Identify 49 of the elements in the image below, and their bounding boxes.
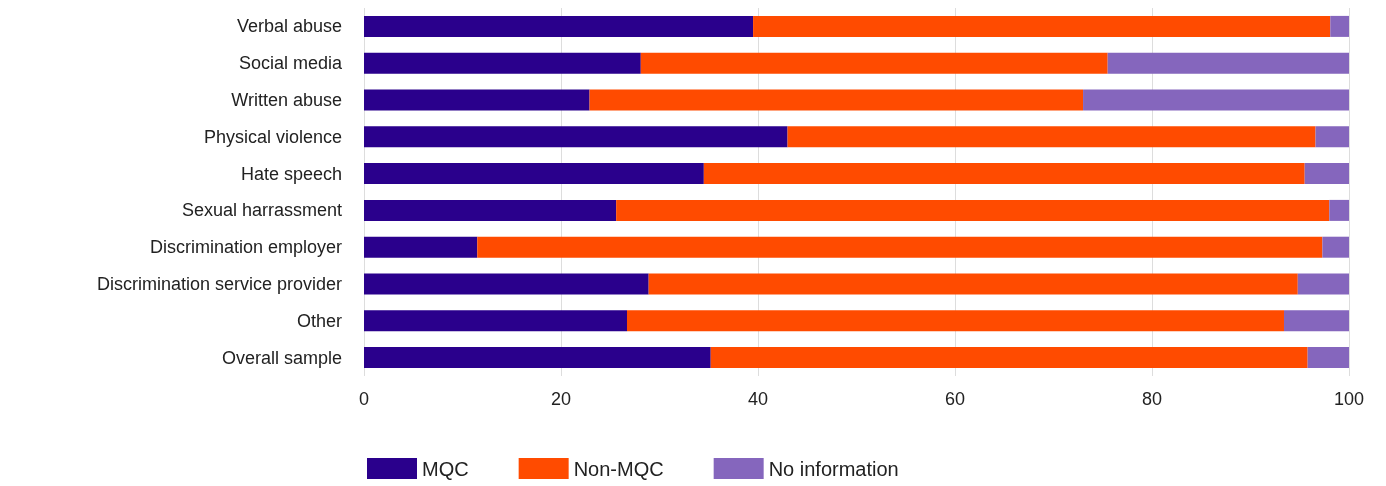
bar: [640, 52, 1108, 74]
bar: [1107, 52, 1349, 74]
y-tick-label: Verbal abuse: [236, 16, 342, 37]
legend-label: No information: [768, 457, 899, 480]
bar: [1083, 89, 1349, 111]
bar: [627, 310, 1284, 332]
legend-label: Non-MQC: [573, 457, 664, 480]
bar: [616, 199, 1330, 221]
bar: [364, 347, 711, 369]
bar: [477, 236, 1323, 258]
bar: [648, 273, 1298, 295]
x-tick-label: 60: [944, 389, 966, 409]
bar: [1329, 199, 1349, 221]
legend-label: MQC: [422, 457, 469, 480]
bar: [1297, 273, 1349, 295]
x-tick-label: 40: [747, 389, 769, 409]
bar: [364, 52, 641, 74]
y-tick-label: Social media: [238, 53, 343, 74]
y-tick-label: Other: [296, 310, 342, 331]
y-tick-label: Sexual harrassment: [181, 200, 342, 221]
x-tick-label: 100: [1333, 389, 1365, 409]
x-tick-label: 80: [1141, 389, 1163, 409]
bar: [1283, 310, 1349, 332]
bar: [364, 310, 627, 332]
bar: [753, 15, 1331, 37]
bar: [589, 89, 1084, 111]
bar: [1304, 163, 1349, 185]
bar: [364, 199, 617, 221]
y-tick-label: Discrimination service provider: [96, 274, 342, 294]
bar: [364, 273, 649, 295]
y-tick-label: Hate speech: [240, 163, 342, 184]
x-tick-label: 20: [550, 389, 572, 409]
bar: [1330, 15, 1349, 37]
bar: [710, 347, 1308, 369]
bar: [1315, 126, 1349, 148]
bar: [364, 236, 478, 258]
bar: [364, 89, 590, 111]
x-tick-label: 0: [358, 389, 370, 409]
y-tick-label: Overall sample: [221, 347, 342, 368]
bar: [364, 126, 788, 148]
y-tick-label: Discrimination employer: [149, 237, 342, 258]
y-tick-label: Physical violence: [203, 126, 342, 147]
bar: [364, 15, 754, 37]
bar: [787, 126, 1316, 148]
bar: [364, 163, 704, 185]
bar: [703, 163, 1305, 185]
y-tick-label: Written abuse: [231, 90, 342, 110]
bar: [1307, 347, 1349, 369]
bar: [1322, 236, 1349, 258]
